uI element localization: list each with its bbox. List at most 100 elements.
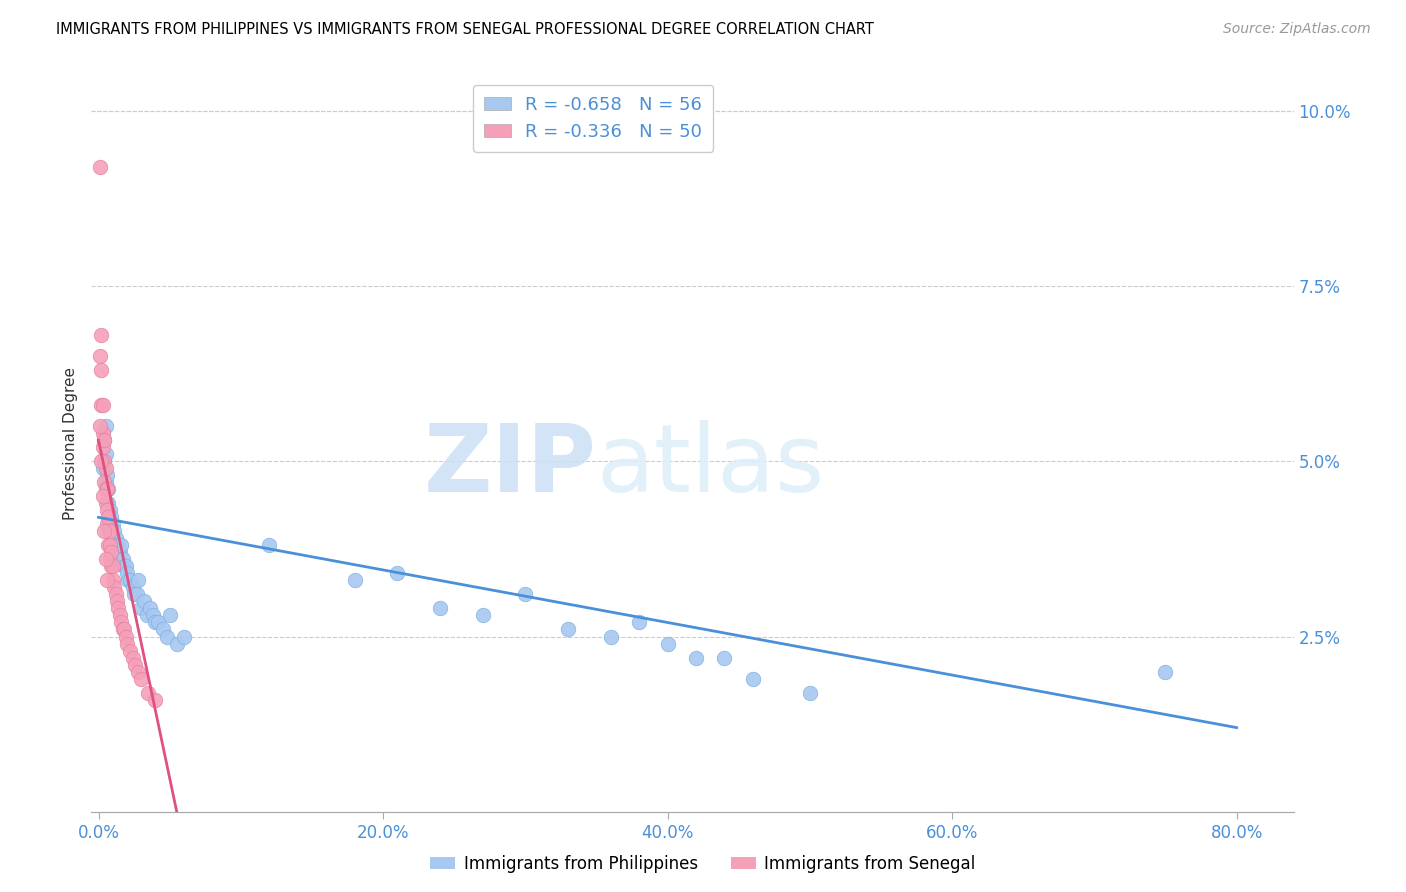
Point: [93, 434, 115, 448]
Point: [557, 623, 579, 637]
Point: [103, 581, 125, 595]
Point: [118, 574, 141, 588]
Point: [91, 489, 114, 503]
Point: [94, 447, 117, 461]
Point: [96, 517, 118, 532]
Point: [124, 657, 146, 672]
Point: [101, 517, 124, 532]
Point: [122, 587, 145, 601]
Point: [91, 461, 114, 475]
Point: [121, 650, 143, 665]
Point: [93, 454, 115, 468]
Point: [159, 608, 181, 623]
Point: [599, 630, 621, 644]
Point: [97, 538, 120, 552]
Point: [713, 650, 735, 665]
Point: [107, 601, 129, 615]
Point: [110, 538, 132, 552]
Point: [657, 636, 679, 650]
Point: [90, 328, 112, 343]
Point: [96, 483, 118, 497]
Point: [117, 574, 139, 588]
Point: [101, 559, 124, 574]
Point: [97, 483, 120, 497]
Text: ZIP: ZIP: [423, 420, 596, 512]
Point: [89, 160, 111, 174]
Point: [96, 468, 118, 483]
Point: [129, 672, 152, 686]
Point: [127, 574, 149, 588]
Point: [125, 587, 148, 601]
Point: [108, 608, 131, 623]
Point: [98, 538, 121, 552]
Point: [110, 615, 132, 630]
Point: [112, 623, 135, 637]
Text: atlas: atlas: [596, 420, 824, 512]
Point: [166, 636, 188, 650]
Point: [100, 545, 122, 559]
Point: [93, 434, 115, 448]
Point: [112, 559, 135, 574]
Point: [173, 630, 195, 644]
Point: [100, 510, 122, 524]
Point: [105, 594, 128, 608]
Point: [98, 552, 121, 566]
Point: [148, 615, 170, 630]
Point: [98, 503, 121, 517]
Point: [105, 538, 128, 552]
Point: [142, 608, 165, 623]
Point: [115, 566, 138, 581]
Legend: R = -0.658   N = 56, R = -0.336   N = 50: R = -0.658 N = 56, R = -0.336 N = 50: [472, 85, 713, 152]
Point: [429, 601, 451, 615]
Point: [93, 454, 115, 468]
Point: [98, 524, 121, 539]
Point: [257, 538, 280, 552]
Point: [628, 615, 651, 630]
Point: [132, 594, 155, 608]
Point: [471, 608, 494, 623]
Point: [387, 566, 409, 581]
Point: [104, 587, 127, 601]
Point: [156, 630, 179, 644]
Point: [1154, 665, 1177, 679]
Point: [93, 475, 115, 490]
Point: [96, 483, 118, 497]
Point: [96, 503, 118, 517]
Point: [114, 630, 136, 644]
Point: [114, 559, 136, 574]
Point: [94, 419, 117, 434]
Point: [145, 615, 167, 630]
Point: [799, 685, 821, 699]
Point: [152, 623, 174, 637]
Point: [97, 510, 120, 524]
Point: [89, 349, 111, 363]
Point: [136, 685, 159, 699]
Text: IMMIGRANTS FROM PHILIPPINES VS IMMIGRANTS FROM SENEGAL PROFESSIONAL DEGREE CORRE: IMMIGRANTS FROM PHILIPPINES VS IMMIGRANT…: [56, 22, 875, 37]
Point: [103, 524, 125, 539]
Point: [121, 581, 143, 595]
Point: [107, 538, 129, 552]
Point: [94, 461, 117, 475]
Point: [94, 496, 117, 510]
Text: Source: ZipAtlas.com: Source: ZipAtlas.com: [1223, 22, 1371, 37]
Point: [135, 608, 157, 623]
Point: [97, 524, 120, 539]
Point: [91, 426, 114, 441]
Y-axis label: Professional Degree: Professional Degree: [62, 368, 77, 520]
Point: [685, 650, 707, 665]
Point: [90, 454, 112, 468]
Point: [129, 601, 152, 615]
Point: [118, 643, 141, 657]
Point: [343, 574, 366, 588]
Point: [100, 559, 122, 574]
Point: [111, 623, 134, 637]
Point: [94, 475, 117, 490]
Point: [91, 398, 114, 412]
Point: [94, 552, 117, 566]
Point: [101, 574, 124, 588]
Point: [515, 587, 537, 601]
Point: [138, 601, 160, 615]
Point: [93, 524, 115, 539]
Point: [97, 496, 120, 510]
Point: [94, 483, 117, 497]
